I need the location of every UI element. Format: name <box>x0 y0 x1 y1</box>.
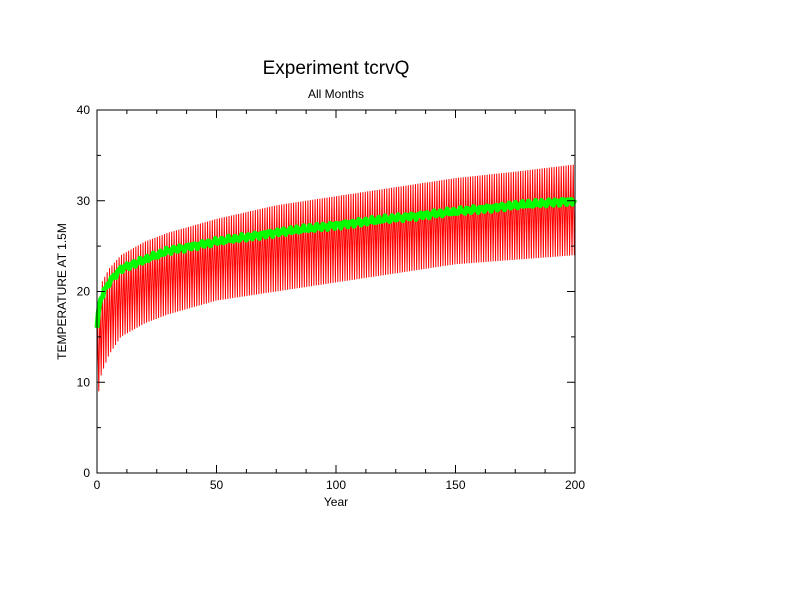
y-tick-label: 30 <box>77 194 91 208</box>
x-tick-label: 50 <box>210 478 224 492</box>
x-tick-label: 200 <box>565 478 585 492</box>
chart-subtitle: All Months <box>308 87 364 101</box>
x-tick-label: 0 <box>94 478 101 492</box>
ticks-layer: 0 50 100 150 200 0 10 20 30 40 <box>77 103 586 492</box>
chart-title: Experiment tcrvQ <box>263 58 410 79</box>
series-annual-line <box>94 196 578 329</box>
y-tick-label: 10 <box>77 375 91 389</box>
y-axis-label: TEMPERATURE AT 1.5M <box>55 223 69 360</box>
x-tick-label: 150 <box>445 478 465 492</box>
y-tick-label: 20 <box>77 285 91 299</box>
plot-area: 0 50 100 150 200 0 10 20 30 40 <box>77 103 586 492</box>
y-tick-label: 0 <box>83 466 90 480</box>
x-axis-label: Year <box>324 495 348 509</box>
series-layer <box>94 164 578 392</box>
series-monthly-line <box>96 164 576 392</box>
x-tick-label: 100 <box>326 478 346 492</box>
y-tick-label: 40 <box>77 103 91 117</box>
